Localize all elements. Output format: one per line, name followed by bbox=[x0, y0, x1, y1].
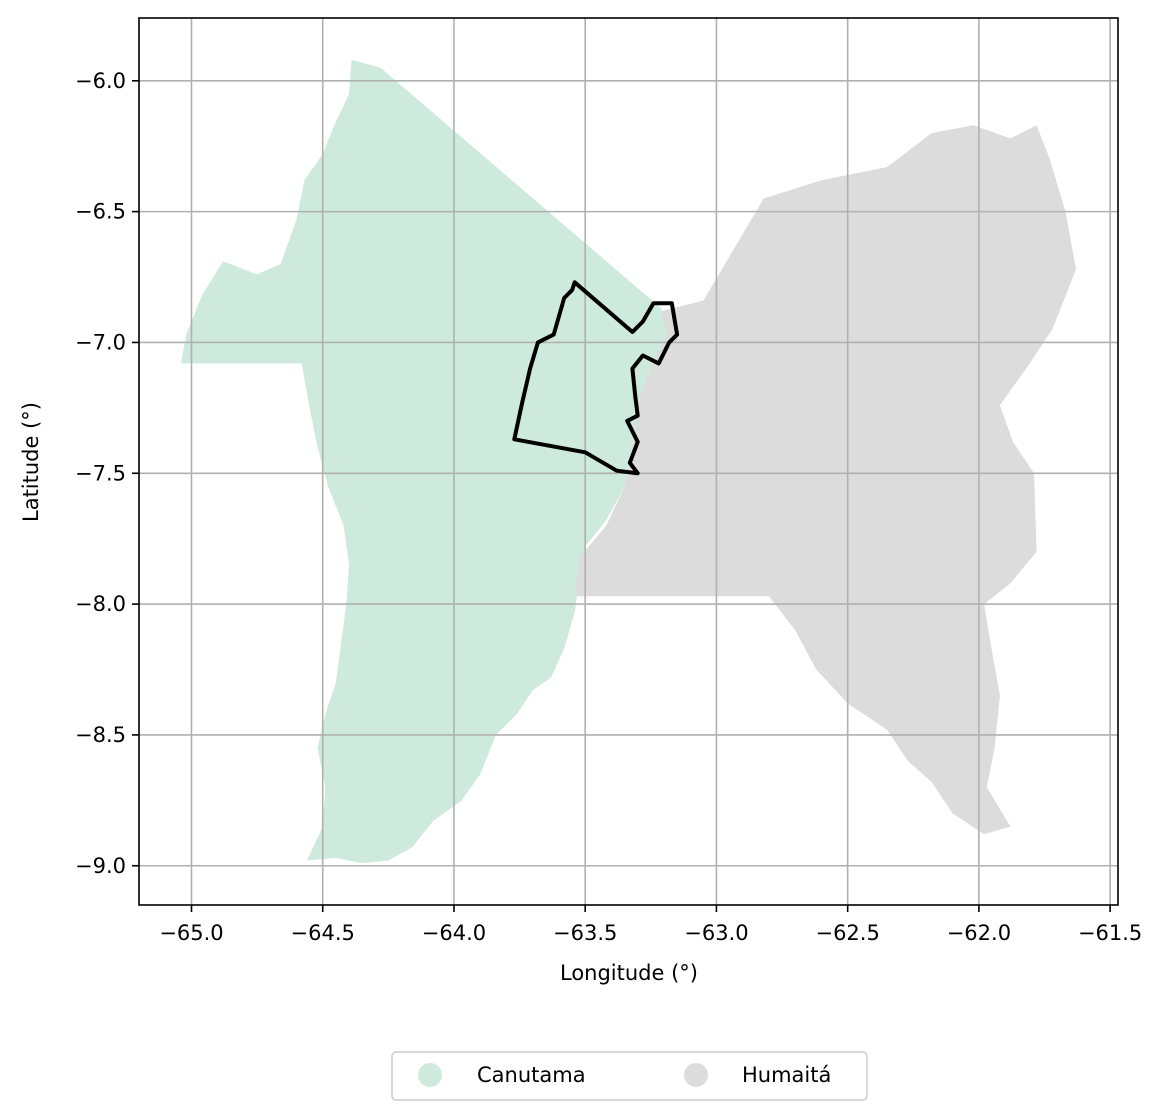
x-tick-label: −61.5 bbox=[1078, 921, 1142, 945]
x-tick-label: −62.0 bbox=[947, 921, 1011, 945]
legend-marker-humaita bbox=[684, 1063, 708, 1087]
y-tick-label: −6.5 bbox=[75, 200, 126, 224]
legend-box bbox=[391, 1051, 868, 1101]
x-tick-label: −63.5 bbox=[553, 921, 617, 945]
regions-layer bbox=[181, 59, 1076, 864]
y-axis-ticks: −6.0 −6.5 −7.0 −7.5 −8.0 −8.5 −9.0 bbox=[75, 69, 139, 878]
region-humaita bbox=[574, 125, 1076, 835]
grid-layer bbox=[139, 18, 1118, 905]
y-tick-label: −6.0 bbox=[75, 69, 126, 93]
x-axis-ticks: −65.0 −64.5 −64.0 −63.5 −63.0 −62.5 −62.0 −61.5 bbox=[159, 905, 1142, 945]
y-tick-label: −9.0 bbox=[75, 854, 126, 878]
plot-frame bbox=[138, 17, 1119, 906]
region-canutama bbox=[181, 59, 667, 864]
x-tick-label: −65.0 bbox=[159, 921, 223, 945]
x-tick-label: −62.5 bbox=[815, 921, 879, 945]
highlight-outline bbox=[512, 280, 680, 476]
y-tick-label: −7.0 bbox=[75, 330, 126, 354]
y-axis-label: Latitude (°) bbox=[19, 402, 43, 522]
y-tick-label: −8.0 bbox=[75, 592, 126, 616]
legend-label-canutama: Canutama bbox=[477, 1063, 586, 1087]
x-tick-label: −64.0 bbox=[422, 921, 486, 945]
x-tick-label: −63.0 bbox=[684, 921, 748, 945]
legend: Canutama Humaitá bbox=[391, 1051, 868, 1101]
highlight-layer bbox=[512, 280, 680, 476]
y-tick-label: −8.5 bbox=[75, 723, 126, 747]
legend-label-humaita: Humaitá bbox=[742, 1063, 831, 1087]
x-axis-label: Longitude (°) bbox=[560, 961, 698, 985]
legend-marker-canutama bbox=[418, 1063, 442, 1087]
y-tick-label: −7.5 bbox=[75, 461, 126, 485]
x-tick-label: −64.5 bbox=[291, 921, 355, 945]
